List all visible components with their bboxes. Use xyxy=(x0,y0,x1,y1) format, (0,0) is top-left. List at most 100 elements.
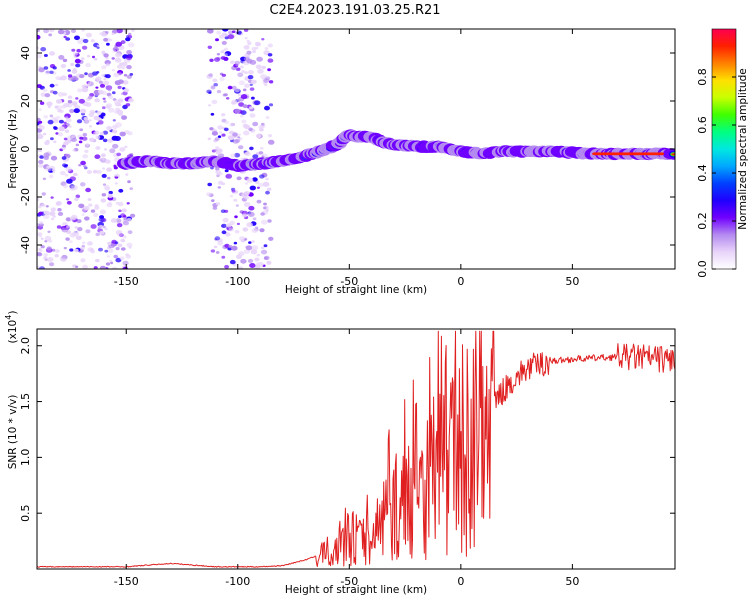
noise-speckle xyxy=(227,85,233,90)
noise-speckle xyxy=(37,117,41,122)
noise-speckle xyxy=(115,107,121,112)
noise-speckle xyxy=(115,247,120,251)
noise-speckle xyxy=(255,64,262,70)
noise-speckle xyxy=(86,170,92,174)
noise-speckle xyxy=(43,155,49,160)
noise-speckle xyxy=(102,106,106,110)
noise-speckle xyxy=(38,120,43,124)
noise-speckle xyxy=(120,247,126,251)
noise-speckle xyxy=(231,85,237,90)
noise-speckle xyxy=(109,259,113,263)
noise-speckle xyxy=(211,99,218,105)
noise-speckle xyxy=(57,29,65,35)
noise-speckle xyxy=(221,255,226,259)
noise-speckle xyxy=(107,193,114,199)
noise-speckle xyxy=(207,182,212,187)
noise-speckle xyxy=(55,115,61,120)
noise-speckle xyxy=(57,92,64,97)
noise-speckle xyxy=(216,30,222,35)
noise-speckle xyxy=(222,49,226,52)
noise-speckle xyxy=(243,45,250,50)
noise-speckle xyxy=(62,92,68,97)
noise-speckle xyxy=(109,38,113,42)
noise-speckle xyxy=(96,44,100,47)
noise-speckle xyxy=(256,186,260,189)
noise-speckle xyxy=(261,122,265,126)
noise-speckle xyxy=(217,186,221,189)
noise-speckle xyxy=(244,124,250,130)
noise-speckle xyxy=(120,238,126,243)
noise-speckle xyxy=(103,80,110,86)
noise-speckle xyxy=(37,54,43,59)
y-tick-label: 2.0 xyxy=(19,337,32,355)
noise-speckle xyxy=(85,187,91,193)
noise-speckle xyxy=(127,42,135,48)
noise-speckle xyxy=(254,100,261,106)
noise-speckle xyxy=(268,80,274,84)
noise-speckle xyxy=(80,57,85,61)
noise-speckle xyxy=(47,119,54,125)
noise-speckle xyxy=(74,226,78,229)
noise-speckle xyxy=(73,52,78,56)
noise-speckle xyxy=(99,83,106,88)
noise-speckle xyxy=(92,71,98,76)
noise-speckle xyxy=(80,108,87,114)
noise-speckle xyxy=(52,90,58,95)
noise-speckle xyxy=(99,209,106,215)
noise-speckle xyxy=(265,190,270,195)
noise-speckle xyxy=(219,131,223,134)
noise-speckle xyxy=(81,87,89,93)
noise-speckle xyxy=(213,83,218,87)
noise-speckle xyxy=(114,102,121,107)
noise-speckle xyxy=(81,213,85,216)
noise-speckle xyxy=(104,227,108,231)
noise-speckle xyxy=(210,112,215,116)
noise-speckle xyxy=(50,207,56,212)
noise-speckle xyxy=(123,217,128,221)
noise-speckle xyxy=(238,102,245,107)
noise-speckle xyxy=(233,198,238,202)
noise-speckle xyxy=(244,191,250,196)
noise-speckle xyxy=(239,236,245,241)
noise-speckle xyxy=(42,177,47,181)
noise-speckle xyxy=(43,29,49,34)
noise-speckle xyxy=(251,240,255,243)
noise-speckle xyxy=(117,79,124,84)
noise-speckle xyxy=(243,56,251,62)
noise-speckle xyxy=(55,105,62,110)
noise-speckle xyxy=(217,125,224,130)
noise-speckle xyxy=(125,37,131,42)
noise-speckle xyxy=(61,156,67,160)
noise-speckle xyxy=(215,170,221,175)
noise-speckle xyxy=(126,74,132,79)
noise-speckle xyxy=(117,243,123,248)
noise-speckle xyxy=(39,125,45,130)
noise-speckle xyxy=(252,217,257,221)
noise-speckle xyxy=(206,192,212,197)
noise-speckle xyxy=(207,137,212,141)
noise-speckle xyxy=(77,88,83,93)
noise-speckle xyxy=(116,29,123,34)
noise-speckle xyxy=(126,55,133,61)
noise-speckle xyxy=(216,90,222,94)
noise-speckle xyxy=(237,72,244,78)
noise-speckle xyxy=(37,232,43,237)
colorbar: 0.0 0.2 0.4 0.6 0.8 Normalized spectral ampl… xyxy=(696,28,749,278)
noise-speckle xyxy=(74,35,80,41)
noise-speckle xyxy=(97,89,104,95)
spectrogram-ridge-layer xyxy=(117,129,675,173)
noise-speckle xyxy=(267,58,274,63)
colorbar-tick-label: 0.8 xyxy=(696,68,709,86)
noise-speckle xyxy=(81,241,86,245)
noise-speckle xyxy=(83,119,90,124)
noise-speckle xyxy=(40,245,45,249)
noise-speckle xyxy=(221,182,226,186)
noise-speckle xyxy=(65,237,70,241)
noise-speckle xyxy=(45,212,51,216)
noise-speckle xyxy=(74,197,79,201)
noise-speckle xyxy=(95,76,102,82)
noise-speckle xyxy=(108,107,115,113)
noise-speckle xyxy=(255,262,261,266)
noise-speckle xyxy=(111,57,115,60)
noise-speckle xyxy=(99,131,105,136)
